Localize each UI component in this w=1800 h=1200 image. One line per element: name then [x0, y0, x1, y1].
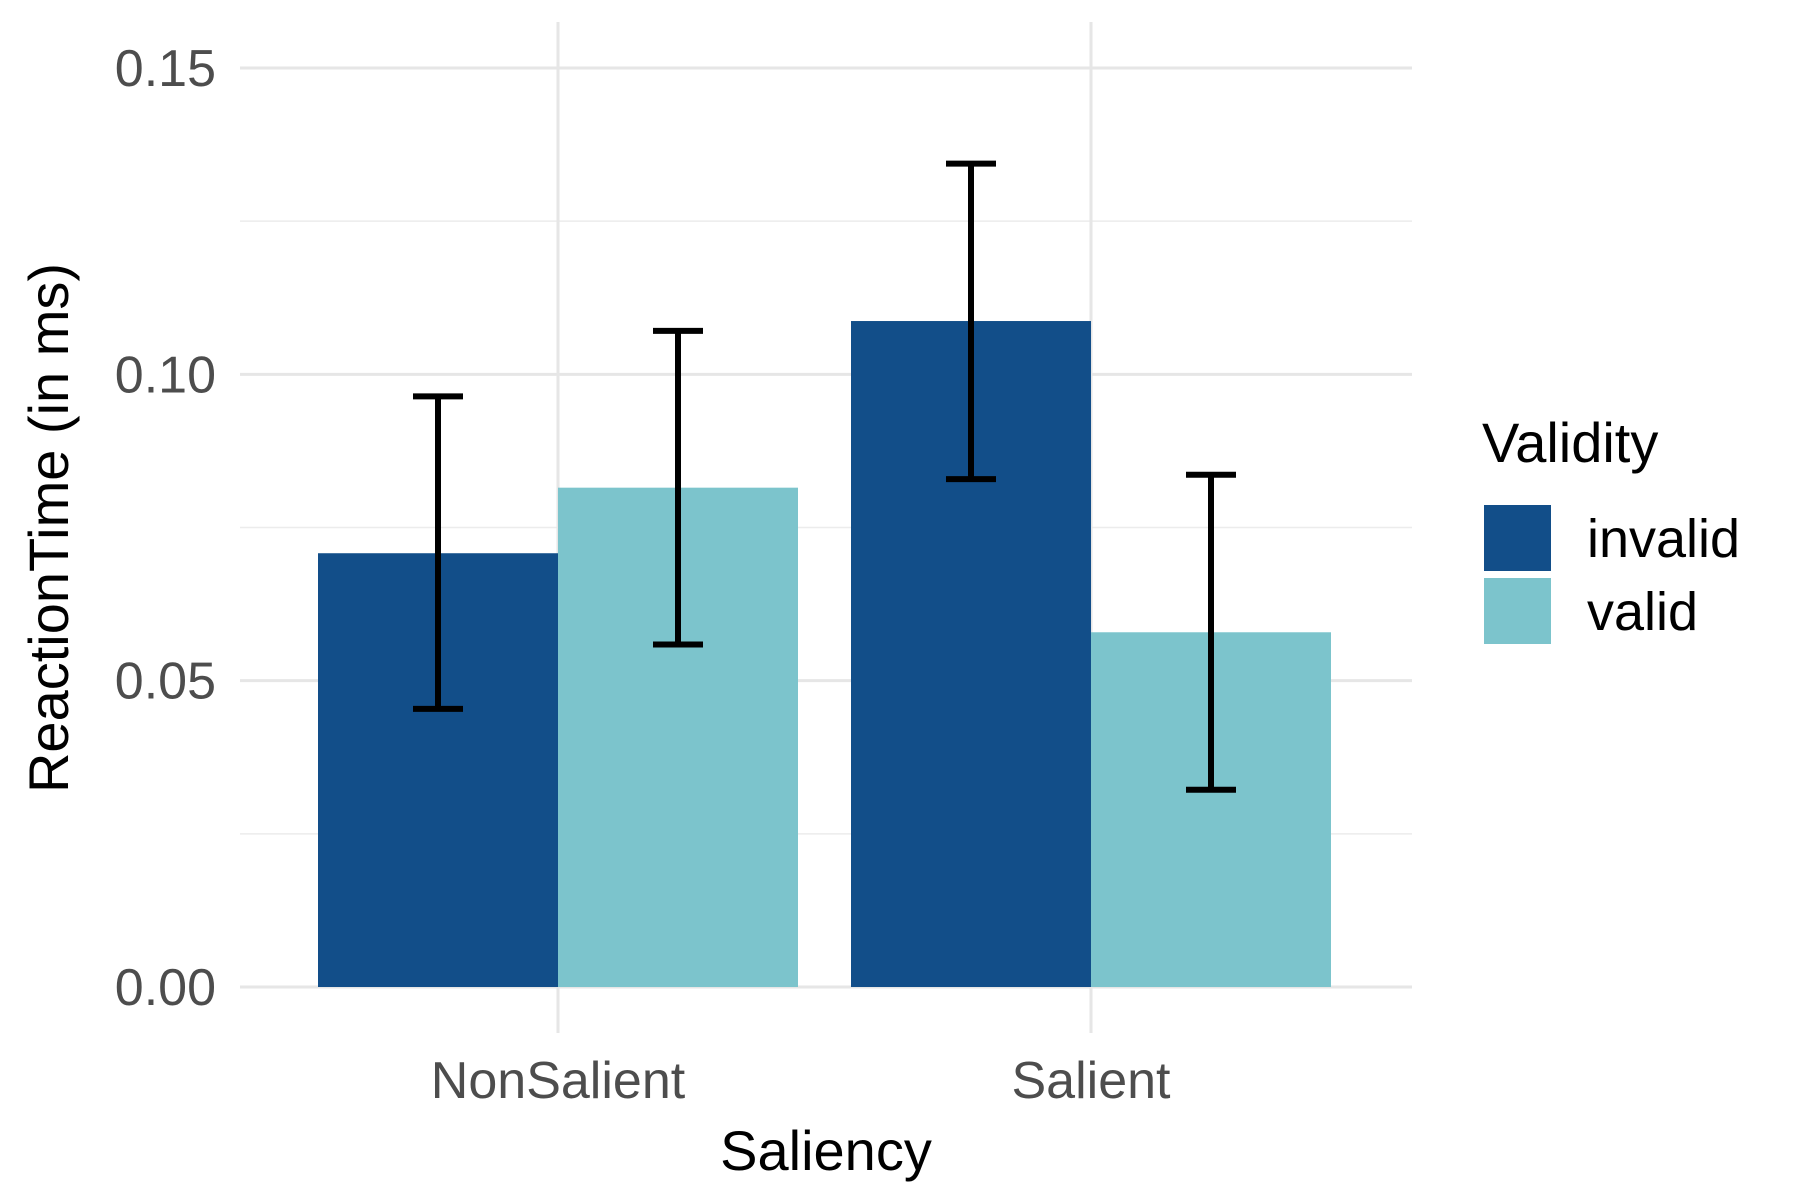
- y-tick-label: 0.10: [115, 346, 216, 404]
- legend-items: invalid valid: [1484, 505, 1740, 644]
- error-bar-valid-NonSalient: [653, 327, 703, 648]
- legend-label: invalid: [1587, 509, 1740, 569]
- y-tick-label: 0.00: [115, 959, 216, 1017]
- legend-title: Validity: [1482, 411, 1658, 474]
- y-axis-title: ReactionTime (in ms): [17, 263, 80, 793]
- legend-swatch: [1484, 578, 1551, 644]
- y-tick-label: 0.05: [115, 653, 216, 711]
- legend-item-invalid: invalid: [1484, 505, 1740, 571]
- y-axis-ticks: 0.00 0.05 0.10 0.15: [115, 40, 216, 1017]
- legend-label: valid: [1587, 582, 1698, 642]
- legend: Validity invalid valid: [1482, 411, 1740, 644]
- x-tick-label: NonSalient: [431, 1052, 686, 1110]
- bars: [318, 321, 1331, 987]
- legend-swatch: [1484, 505, 1551, 571]
- error-bar-invalid-Salient: [946, 160, 996, 483]
- y-tick-label: 0.15: [115, 40, 216, 98]
- error-bars: [413, 160, 1236, 793]
- error-bar-invalid-NonSalient: [413, 393, 463, 712]
- x-axis-title: Saliency: [720, 1119, 932, 1182]
- x-tick-label: Salient: [1012, 1052, 1172, 1110]
- x-axis-ticks: NonSalient Salient: [431, 1052, 1171, 1110]
- error-bar-valid-Salient: [1186, 471, 1236, 793]
- legend-item-valid: valid: [1484, 578, 1698, 644]
